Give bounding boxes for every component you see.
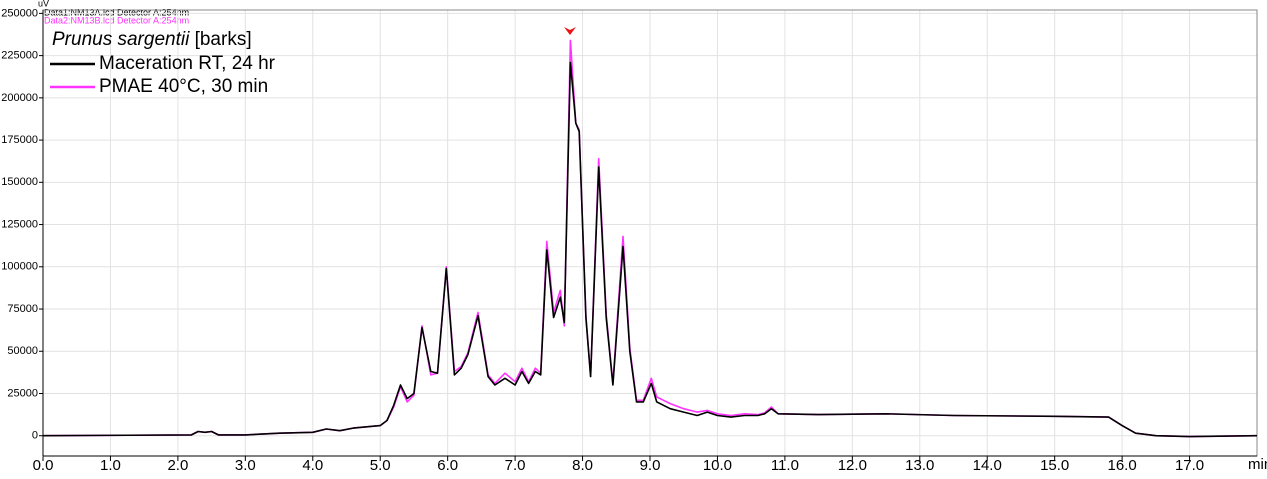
header-annotation: Data1:NM13A.lcd Detector A:254nm (44, 7, 189, 17)
series-line (42, 61, 1258, 438)
legend-label: PMAE 40°C, 30 min (99, 76, 268, 97)
x-tick-label: 1.0 (100, 457, 121, 474)
x-tick-label: 4.0 (302, 457, 323, 474)
y-tick-label: 175000 (1, 134, 38, 146)
x-tick-label: 3.0 (235, 457, 256, 474)
x-tick-label: 14.0 (973, 457, 1002, 474)
y-tick-label: 200000 (1, 92, 38, 104)
y-tick-label: 0 (32, 430, 38, 442)
x-tick-label: 6.0 (437, 457, 458, 474)
x-tick-label: 11.0 (771, 457, 799, 474)
x-tick-label: 8.0 (572, 457, 593, 474)
y-tick-label: 25000 (7, 387, 38, 399)
legend: Prunus sargentii [barks] Maceration RT, … (50, 29, 276, 97)
peak-marker (564, 27, 576, 35)
x-tick-label: 7.0 (505, 457, 526, 474)
y-tick-label: 100000 (1, 261, 38, 273)
y-tick-label: 250000 (1, 7, 38, 19)
x-tick-label: 15.0 (1040, 457, 1069, 474)
x-tick-label: 9.0 (640, 457, 661, 474)
x-tick-label: 10.0 (703, 457, 732, 474)
x-tick-label: 12.0 (838, 457, 867, 474)
subtitle: [barks] (195, 29, 252, 50)
y-axis-label: uV (38, 0, 49, 8)
header-annotation: Data2:NM13B.lcd Detector A:254nm (44, 15, 189, 25)
legend-label: Maceration RT, 24 hr (99, 53, 276, 74)
x-tick-label: 5.0 (370, 457, 391, 474)
y-tick-label: 225000 (1, 50, 38, 62)
y-tick-label: 125000 (1, 218, 38, 230)
x-tick-label: 0.0 (33, 457, 54, 474)
y-tick-label: 150000 (1, 176, 38, 188)
y-tick-label: 75000 (7, 303, 38, 315)
x-tick-label: 13.0 (905, 457, 934, 474)
title: Prunus sargentii (52, 29, 190, 50)
x-axis-label: min (1248, 456, 1267, 473)
x-tick-label: 16.0 (1108, 457, 1137, 474)
legend-title: Prunus sargentii [barks] (52, 29, 252, 50)
y-tick-label: 50000 (7, 345, 38, 357)
x-tick-label: 17.0 (1175, 457, 1204, 474)
x-tick-label: 2.0 (167, 457, 188, 474)
